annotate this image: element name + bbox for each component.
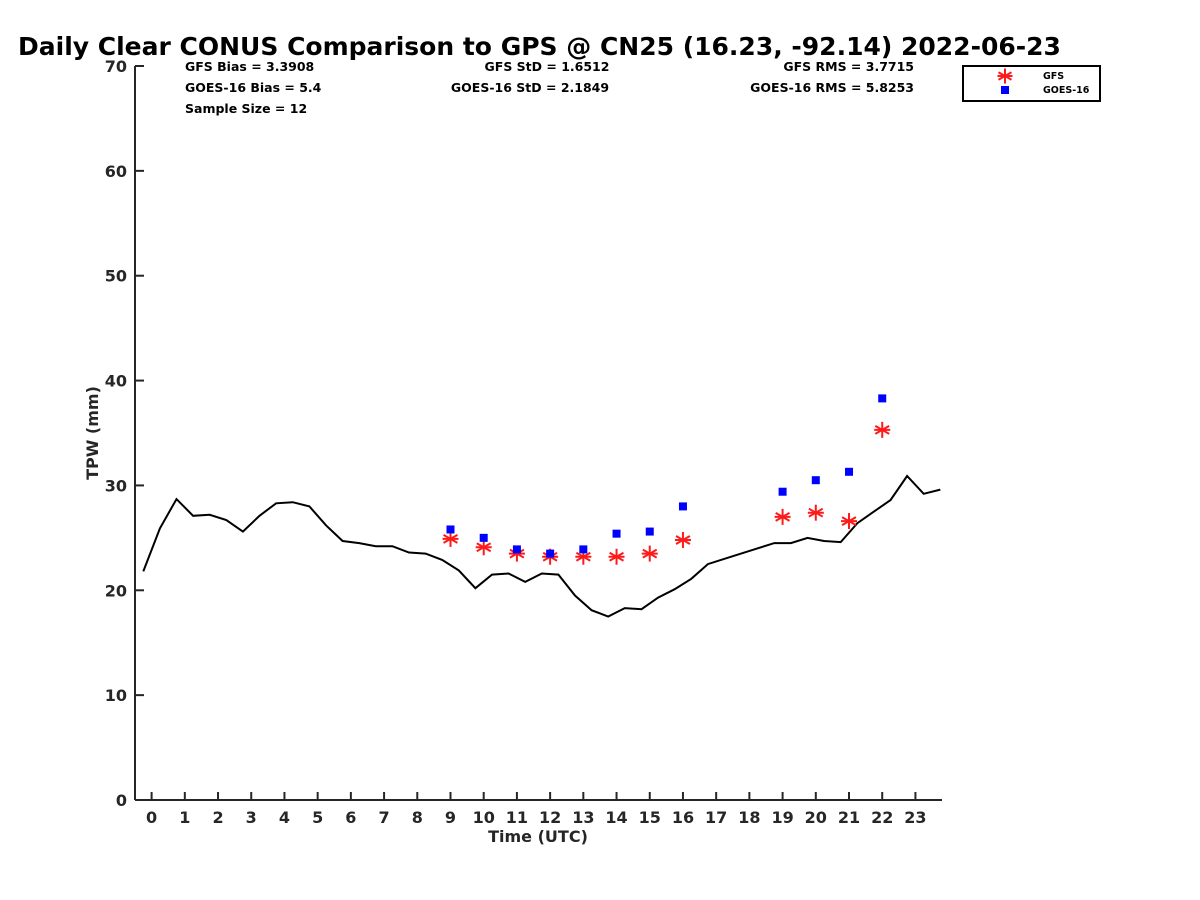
y-axis-label: TPW (mm) [83,386,102,480]
gfs-rms-stat: GFS RMS = 3.7715 [783,59,914,74]
x-tick-label: 21 [838,808,860,827]
goes-point [579,545,588,554]
x-tick-label: 22 [871,808,893,827]
gfs-point [874,421,891,438]
goes-point [845,467,854,476]
goes-point [446,525,455,534]
goes-bias-stat: GOES-16 Bias = 5.4 [185,80,322,95]
legend-goes-label: GOES-16 [1043,85,1090,96]
y-tick-label: 20 [105,581,127,600]
x-tick-label: 8 [412,808,423,827]
x-tick-label: 7 [379,808,390,827]
goes-point [479,533,488,542]
gfs-point [774,508,791,525]
gfs-point [575,548,592,565]
goes-rms-stat: GOES-16 RMS = 5.8253 [750,80,914,95]
x-tick-label: 18 [738,808,760,827]
gps-series-line [142,474,941,618]
legend-gfs-asterisk-icon [997,68,1013,84]
y-tick-label: 30 [105,476,127,495]
x-tick-label: 10 [473,808,495,827]
x-tick-label: 11 [506,808,528,827]
x-tick-label: 14 [605,808,627,827]
goes-point [512,545,521,554]
goes-point [878,394,887,403]
legend-goes-square-icon [1001,86,1009,94]
goes-point [678,502,687,511]
x-tick-label: 9 [445,808,456,827]
x-tick-label: 13 [572,808,594,827]
goes-point [811,476,820,485]
x-tick-label: 5 [312,808,323,827]
gfs-point [641,545,658,562]
y-tick-label: 70 [105,57,127,76]
gfs-point [442,530,459,547]
x-tick-label: 19 [771,808,793,827]
plot-area [142,394,941,618]
x-tick-label: 20 [805,808,827,827]
x-axis-label: Time (UTC) [488,827,588,846]
x-tick-label: 0 [146,808,157,827]
x-tick-label: 12 [539,808,561,827]
goes-std-stat: GOES-16 StD = 2.1849 [451,80,609,95]
goes-point [645,527,654,536]
gfs-point [807,504,824,521]
y-tick-label: 60 [105,162,127,181]
gfs-point [674,531,691,548]
x-tick-label: 6 [345,808,356,827]
goes-point [546,549,555,558]
legend: GFS GOES-16 [962,65,1101,102]
gfs-point [608,548,625,565]
x-tick-label: 16 [672,808,694,827]
x-tick-label: 15 [639,808,661,827]
y-tick-label: 50 [105,267,127,286]
x-tick-label: 4 [279,808,290,827]
goes-point [778,487,787,496]
x-tick-label: 2 [212,808,223,827]
x-tick-label: 23 [904,808,926,827]
gfs-std-stat: GFS StD = 1.6512 [485,59,610,74]
legend-gfs-label: GFS [1043,71,1064,82]
y-tick-label: 10 [105,686,127,705]
y-tick-label: 40 [105,372,127,391]
stats-panel: GFS Bias = 3.3908 GOES-16 Bias = 5.4 Sam… [185,59,914,116]
y-tick-label: 0 [116,791,127,810]
gfs-point [841,513,858,530]
x-tick-label: 3 [246,808,257,827]
gfs-point [475,539,492,556]
chart-title: Daily Clear CONUS Comparison to GPS @ CN… [18,32,1061,61]
legend-gfs-asterisk [997,68,1013,84]
legend-box [962,65,1101,102]
sample-size-stat: Sample Size = 12 [185,101,307,116]
goes-point [612,529,621,538]
x-tick-label: 17 [705,808,727,827]
gfs-bias-stat: GFS Bias = 3.3908 [185,59,314,74]
x-tick-label: 1 [179,808,190,827]
